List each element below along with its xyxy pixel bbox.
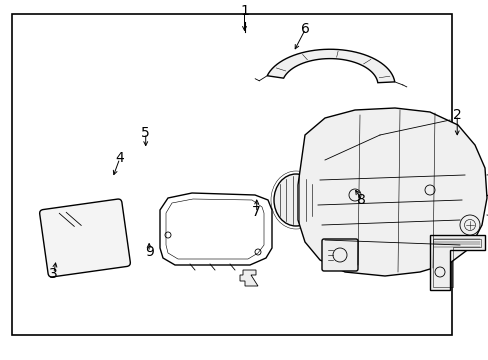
FancyBboxPatch shape — [321, 239, 357, 271]
Text: 1: 1 — [240, 4, 248, 18]
Text: 2: 2 — [452, 108, 461, 122]
Text: 9: 9 — [144, 245, 153, 259]
Ellipse shape — [273, 174, 317, 226]
Bar — [12, 14, 451, 335]
Polygon shape — [297, 108, 486, 276]
Text: 3: 3 — [49, 267, 58, 280]
Polygon shape — [266, 49, 394, 83]
Polygon shape — [240, 270, 258, 286]
Text: 8: 8 — [357, 193, 366, 207]
Text: 7: 7 — [252, 206, 261, 219]
Polygon shape — [429, 235, 484, 290]
Text: 6: 6 — [301, 22, 309, 36]
Text: 5: 5 — [141, 126, 150, 140]
Circle shape — [459, 215, 479, 235]
Text: 4: 4 — [115, 152, 124, 165]
FancyBboxPatch shape — [40, 199, 130, 277]
